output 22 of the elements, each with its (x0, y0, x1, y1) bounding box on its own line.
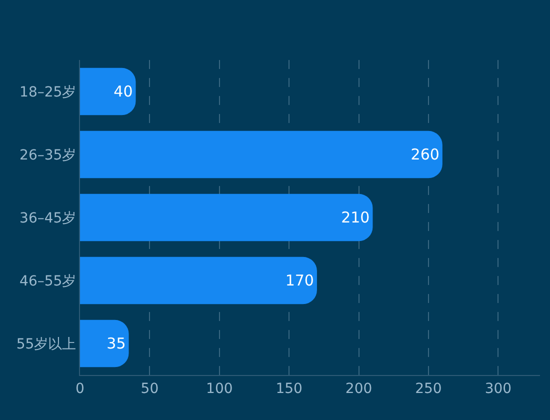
y-tick-label: 36–45岁 (20, 210, 76, 226)
x-tick-label: 300 (484, 380, 512, 397)
y-tick-label: 46–55岁 (20, 273, 76, 290)
bar (80, 256, 317, 304)
data-label: 40 (114, 82, 133, 101)
x-tick-label: 250 (415, 380, 442, 397)
data-label: 35 (106, 334, 126, 353)
bar (80, 194, 373, 242)
y-tick-label: 26–35岁 (20, 147, 76, 164)
data-label: 210 (341, 208, 370, 227)
x-tick-label: 200 (345, 380, 372, 397)
y-tick-label: 55岁以上 (16, 336, 76, 352)
bar (80, 130, 442, 178)
bar (80, 68, 136, 116)
x-tick-label: 150 (276, 380, 302, 397)
x-tick-label: 100 (206, 380, 233, 397)
data-label: 260 (410, 146, 440, 164)
y-tick-label: 18–25岁 (20, 84, 76, 100)
bar (80, 320, 129, 368)
x-tick-label: 0 (76, 380, 84, 397)
x-tick-label: 50 (140, 380, 159, 397)
data-label: 170 (285, 272, 314, 290)
